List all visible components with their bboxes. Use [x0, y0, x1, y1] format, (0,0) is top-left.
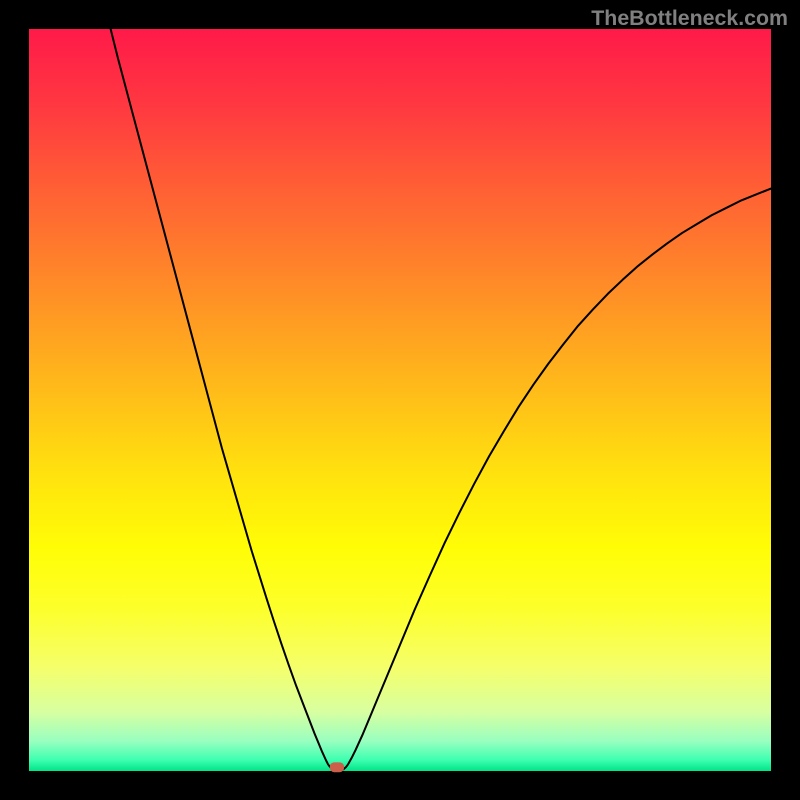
vertex-marker: [330, 763, 343, 772]
chart-container: { "canvas": { "width": 800, "height": 80…: [0, 0, 800, 800]
bottleneck-chart: [0, 0, 800, 800]
